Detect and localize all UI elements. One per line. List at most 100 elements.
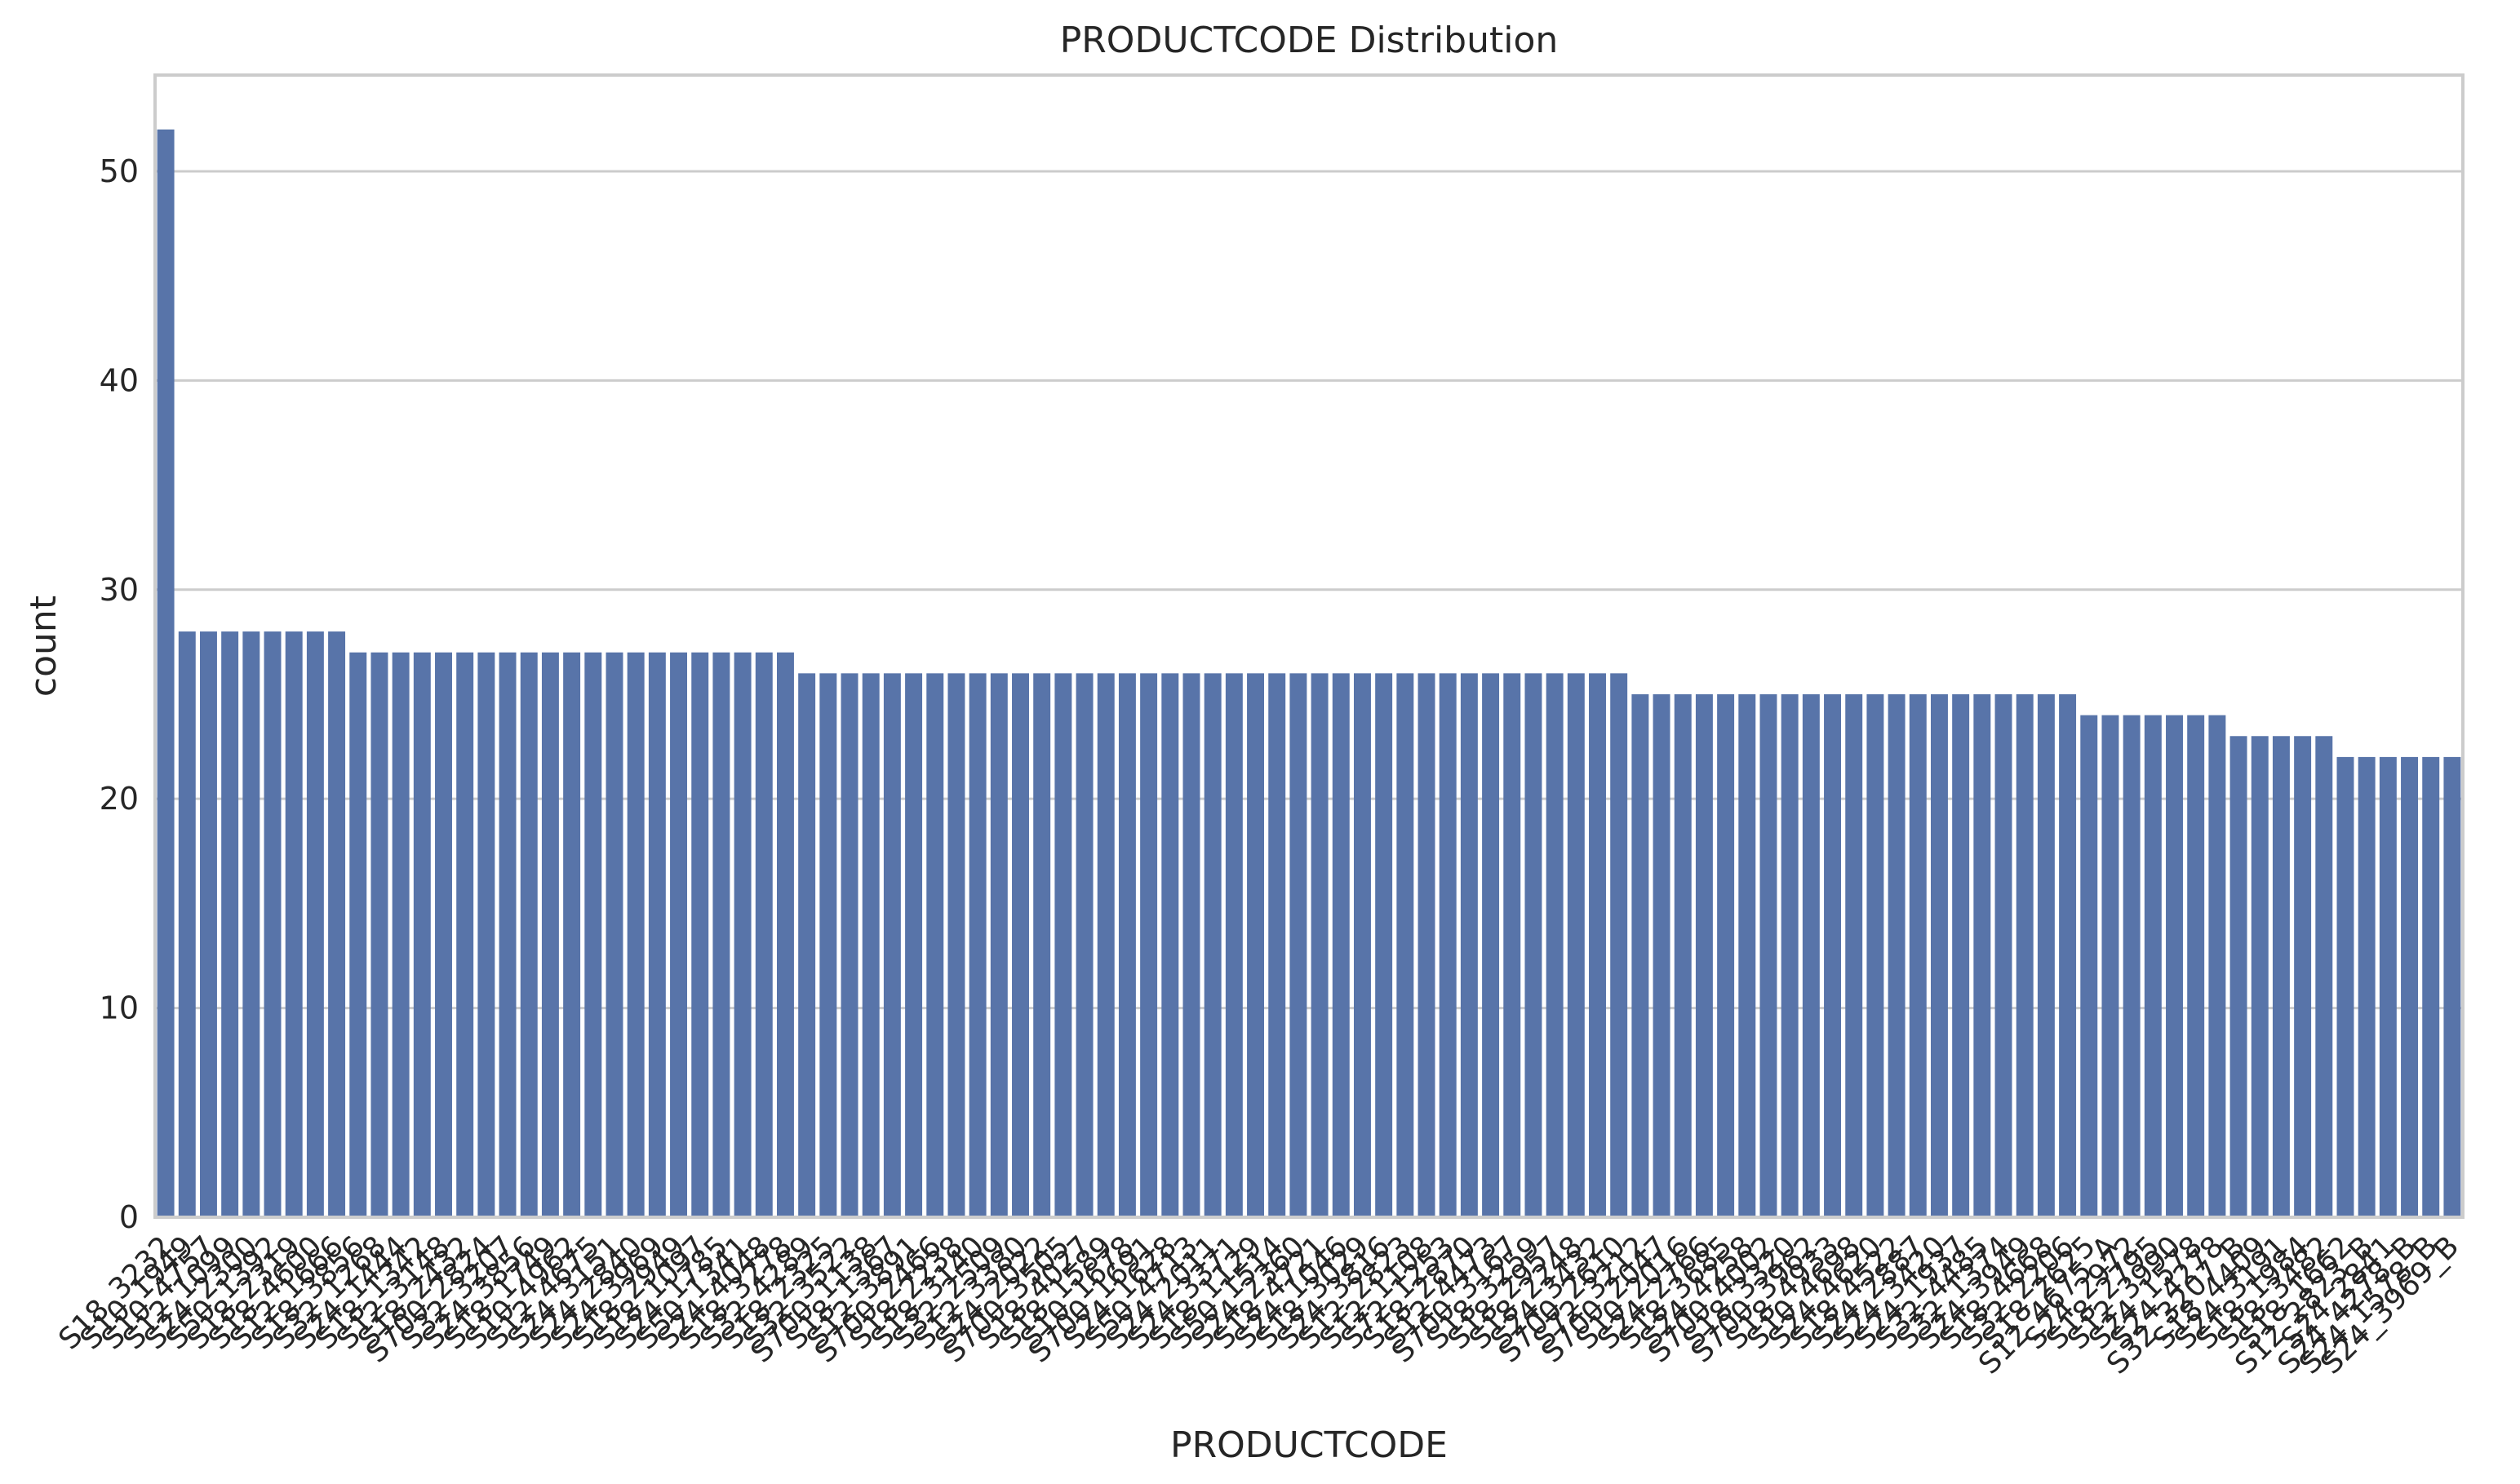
bar: [1247, 673, 1265, 1217]
bar: [1909, 693, 1927, 1217]
bar: [520, 652, 538, 1217]
bar: [1866, 693, 1884, 1217]
bar: [905, 673, 923, 1217]
bar: [541, 652, 559, 1217]
bar: [199, 631, 217, 1217]
bar: [349, 652, 367, 1217]
bar: [926, 673, 944, 1217]
bar: [1546, 673, 1564, 1217]
bar: [2080, 715, 2098, 1217]
bar: [883, 673, 901, 1217]
bar: [841, 673, 858, 1217]
bar: [435, 652, 452, 1217]
bar: [2336, 756, 2354, 1217]
bar: [1717, 693, 1735, 1217]
bar: [1012, 673, 1029, 1217]
bar: [2272, 736, 2290, 1217]
bar: [1824, 693, 1842, 1217]
bar: [1589, 673, 1606, 1217]
bar: [1204, 673, 1222, 1217]
bar: [242, 631, 260, 1217]
bar: [1418, 673, 1435, 1217]
bar: [2187, 715, 2205, 1217]
bar: [606, 652, 623, 1217]
bar: [2016, 693, 2034, 1217]
bar: [969, 673, 987, 1217]
bar: [1439, 673, 1457, 1217]
bar: [2358, 756, 2376, 1217]
bar: [947, 673, 965, 1217]
bar: [306, 631, 324, 1217]
bar: [776, 652, 794, 1217]
bar: [1118, 673, 1136, 1217]
bar: [1396, 673, 1414, 1217]
bar: [392, 652, 410, 1217]
bar: [670, 652, 688, 1217]
bar: [413, 652, 431, 1217]
x-axis-label: PRODUCTCODE: [1170, 1424, 1448, 1466]
bar: [285, 631, 303, 1217]
y-tick-label: 20: [100, 781, 139, 817]
bar: [2315, 736, 2333, 1217]
bar: [2294, 736, 2312, 1217]
bar: [1567, 673, 1585, 1217]
bar: [1289, 673, 1307, 1217]
bar: [1610, 673, 1628, 1217]
bar: [2208, 715, 2226, 1217]
bar: [648, 652, 666, 1217]
x-tick-labels: S18_3232S10_1949S10_4757S12_1099S24_2300…: [52, 1229, 2465, 1381]
bar: [1930, 693, 1948, 1217]
bar: [1695, 693, 1713, 1217]
bar: [1781, 693, 1799, 1217]
bar: [2422, 756, 2440, 1217]
bar: [264, 631, 282, 1217]
y-tick-label: 40: [100, 362, 139, 398]
bar: [2251, 736, 2269, 1217]
bar: [2229, 736, 2247, 1217]
bar: [1182, 673, 1200, 1217]
y-tick-label: 30: [100, 572, 139, 608]
bar: [2166, 715, 2183, 1217]
bar: [1076, 673, 1094, 1217]
bar: [2379, 756, 2397, 1217]
bar: [1503, 673, 1521, 1217]
bar: [1097, 673, 1115, 1217]
bar: [456, 652, 474, 1217]
y-gridlines: [155, 170, 2463, 1010]
bar: [627, 652, 645, 1217]
plot-frame: [153, 73, 2465, 1219]
bar: [755, 652, 773, 1217]
bar: [221, 631, 239, 1217]
bar: [1268, 673, 1286, 1217]
bar: [1375, 673, 1393, 1217]
bar: [2443, 756, 2461, 1217]
bar: [862, 673, 880, 1217]
bar: [734, 652, 752, 1217]
bar: [1802, 693, 1820, 1217]
bar: [1054, 673, 1072, 1217]
y-tick-labels: 0 10 20 30 40 50: [100, 153, 139, 1235]
bar: [1994, 693, 2012, 1217]
bar: [691, 652, 709, 1217]
bar: [1460, 673, 1478, 1217]
bar: [1973, 693, 1991, 1217]
bar: [1353, 673, 1371, 1217]
bar: [563, 652, 581, 1217]
bar: [2123, 715, 2141, 1217]
bar: [2101, 715, 2119, 1217]
bar: [2059, 693, 2077, 1217]
bar: [1738, 693, 1756, 1217]
bar: [819, 673, 837, 1217]
bar: [2037, 693, 2055, 1217]
bar: [1759, 693, 1777, 1217]
bar: [1161, 673, 1179, 1217]
bar: [798, 673, 816, 1217]
bar: [1674, 693, 1692, 1217]
bar: [1888, 693, 1906, 1217]
bar: [990, 673, 1008, 1217]
bar: [477, 652, 495, 1217]
bar: [1482, 673, 1500, 1217]
y-axis-label: count: [23, 596, 64, 697]
y-tick-label: 50: [100, 153, 139, 189]
